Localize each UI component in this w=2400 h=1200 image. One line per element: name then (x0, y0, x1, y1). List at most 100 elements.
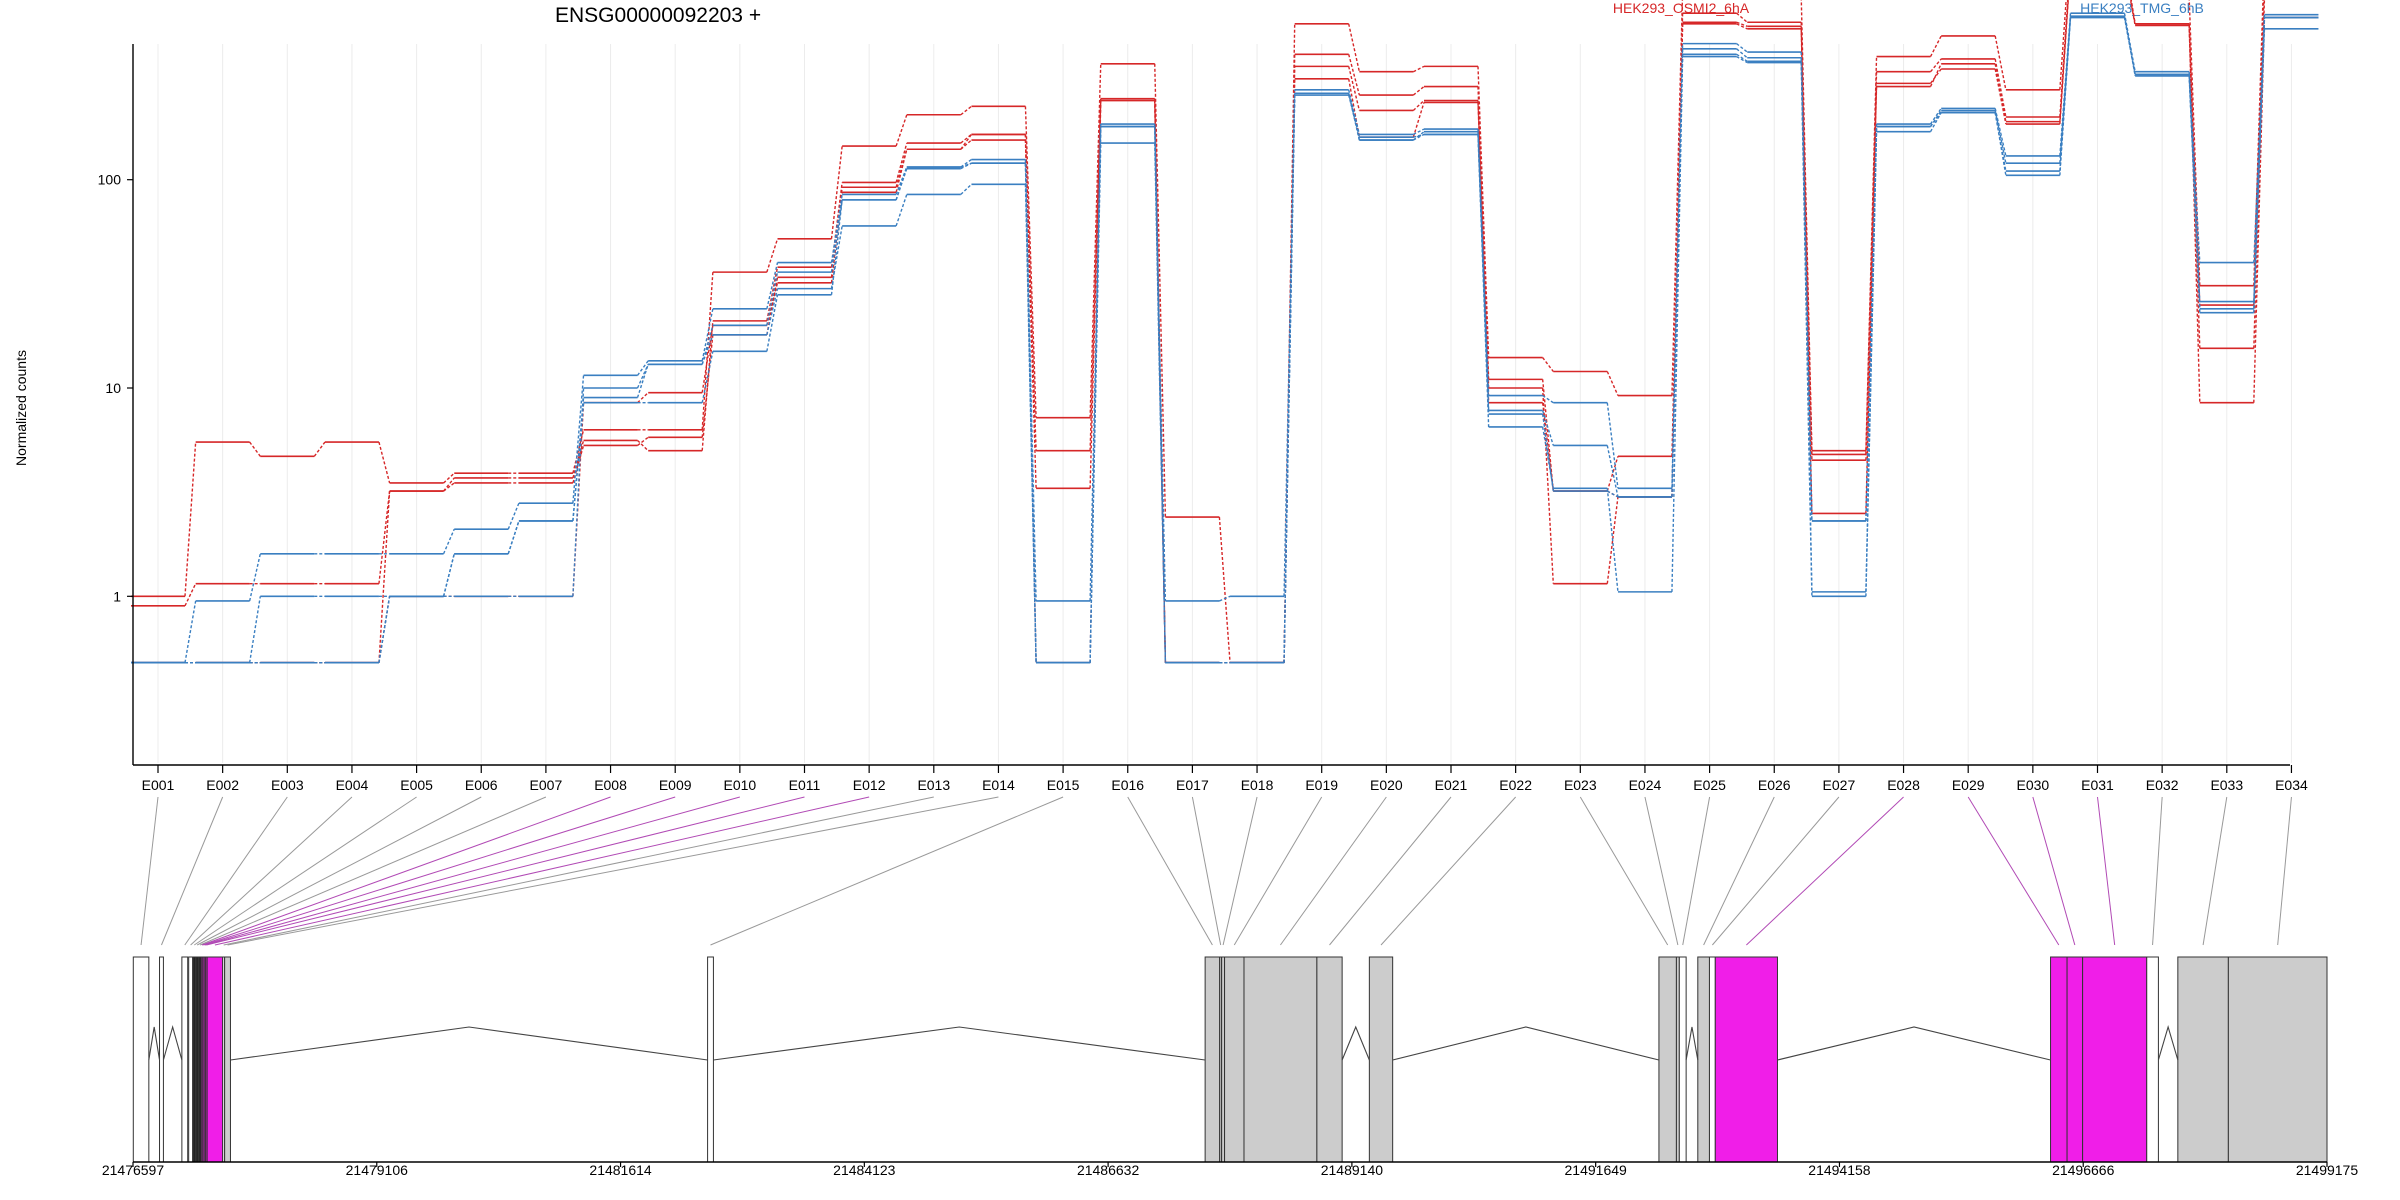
x-tick-label: E007 (530, 777, 563, 793)
x-tick-label: E009 (659, 777, 692, 793)
genomic-ticks: 21476597 21479106 21481614 21484123 21486632… (102, 1161, 2358, 1178)
data-transition (1348, 93, 1361, 141)
data-transition (443, 472, 455, 484)
x-tick-label: E015 (1047, 777, 1080, 793)
data-transition (1671, 54, 1684, 497)
data-transition (248, 596, 261, 663)
data-transition (1994, 112, 2007, 176)
x-tick-label: E002 (206, 777, 239, 793)
series-red-2 (131, 0, 2266, 664)
x-ticks: E001 E002 E003 E004 E005 E006 E007 E008 E009 E010… (142, 765, 2308, 793)
data-transition (2059, 0, 2069, 125)
intron-line (162, 1024, 183, 1061)
y-tick-label: 1 (113, 588, 121, 604)
exon-connector (1579, 796, 1669, 946)
chart-title: ENSG00000092203 + (555, 4, 761, 27)
data-transition (1994, 108, 2007, 157)
data-transition (2130, 0, 2136, 24)
data-transition (507, 502, 520, 530)
data-transition (1929, 63, 1942, 87)
data-transition (249, 441, 261, 457)
exon-connector (1329, 796, 1452, 946)
exon-connector (1191, 796, 1222, 946)
data-transition (1929, 112, 1942, 127)
exon-connector (2032, 796, 2076, 946)
data-transition (1024, 106, 1037, 418)
exon-bin-E034 (2227, 956, 2328, 1163)
exon-connector (214, 796, 870, 946)
exon-connector (1233, 796, 1323, 946)
data-transition (1929, 68, 1942, 84)
data-transition (1994, 63, 2007, 122)
x-tick-label: E028 (1887, 777, 1920, 793)
x-tick-label: E010 (723, 777, 756, 793)
data-transition (1154, 124, 1167, 601)
intron-line (1392, 1026, 1660, 1061)
data-transition (1606, 445, 1619, 498)
exon-connector (161, 796, 224, 946)
x-tick-label: E004 (336, 777, 369, 793)
data-transition (184, 583, 197, 607)
exon-bin-E033 (2177, 956, 2229, 1163)
exon-bin-E027 (1708, 956, 1716, 1163)
data-transition (895, 194, 908, 227)
data-transition (637, 436, 649, 446)
data-transition (184, 442, 197, 597)
intron-line (713, 1026, 1206, 1061)
data-transition (830, 199, 843, 295)
legend-item-red: HEK293_OSMI2_6hA (1613, 0, 1750, 16)
genomic-tick-label: 21481614 (589, 1162, 652, 1178)
data-transition (1606, 490, 1619, 498)
exon-bin-E003 (181, 956, 189, 1163)
data-transition (2059, 0, 2067, 90)
data-transition (1865, 86, 1878, 461)
data-transition (1154, 143, 1167, 663)
data-transition (1283, 89, 1296, 597)
data-transition (636, 360, 649, 376)
data-transition (1348, 89, 1361, 135)
exon-connector (140, 796, 159, 946)
data-transition (1736, 23, 1748, 30)
exon-bin-E029 (2050, 956, 2068, 1163)
genomic-tick-label: 21476597 (102, 1162, 165, 1178)
gene-model (132, 956, 2328, 1163)
data-transition (1024, 163, 1037, 663)
data-transition (701, 351, 714, 403)
data-transition (1413, 128, 1425, 136)
x-tick-label: E017 (1176, 777, 1209, 793)
genomic-tick-label: 21479106 (346, 1162, 409, 1178)
x-tick-label: E031 (2081, 777, 2114, 793)
data-transition (1089, 126, 1102, 663)
data-transition (895, 142, 908, 183)
exon-connector (184, 796, 288, 946)
data-transition (507, 520, 520, 554)
data-transition (1089, 124, 1102, 601)
intron-line (1341, 1025, 1370, 1061)
data-transition (1865, 126, 1878, 521)
data-transition (443, 482, 455, 492)
exon-bin-E004 (188, 956, 194, 1163)
intron-line (148, 1026, 161, 1061)
data-transition (636, 364, 649, 398)
vertical-grid (157, 44, 2292, 763)
data-transition (1413, 65, 1425, 73)
x-tick-label: E012 (853, 777, 886, 793)
data-transition (1412, 99, 1425, 111)
data-transition (1736, 43, 1748, 53)
genomic-tick-label: 21491649 (1565, 1162, 1628, 1178)
data-transition (2253, 17, 2266, 313)
series-layer (131, 0, 2319, 664)
data-transition (1348, 66, 1361, 111)
x-tick-label: E001 (142, 777, 175, 793)
data-transition (1606, 371, 1619, 396)
exon-bin-E026 (1697, 956, 1710, 1163)
data-transition (637, 392, 649, 404)
data-transition (637, 439, 649, 452)
data-transition (1800, 26, 1813, 461)
y-axis-label: Normalized counts (13, 350, 29, 466)
data-transition (1541, 410, 1554, 446)
data-transition (1542, 357, 1554, 372)
data-transition (1929, 110, 1942, 127)
x-tick-label: E022 (1499, 777, 1532, 793)
